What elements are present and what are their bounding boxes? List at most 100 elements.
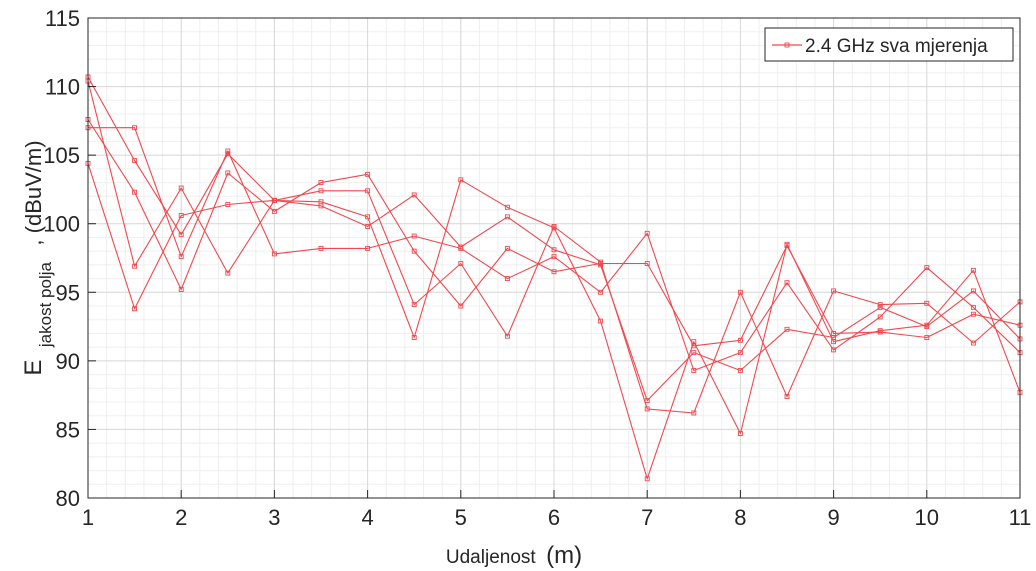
x-tick-label: 7: [641, 505, 653, 530]
data-point: [178, 232, 184, 238]
data-point: [132, 306, 138, 312]
y-axis-unit: , (dBuV/m): [21, 140, 46, 245]
x-tick-label: 3: [268, 505, 280, 530]
x-tick-label: 8: [734, 505, 746, 530]
data-point: [458, 244, 464, 250]
data-point: [644, 476, 650, 482]
data-point: [970, 304, 976, 310]
data-point: [970, 288, 976, 294]
data-point: [504, 214, 510, 220]
x-tick-label: 6: [548, 505, 560, 530]
y-tick-label: 100: [43, 212, 80, 237]
data-point: [924, 265, 930, 271]
data-point: [877, 329, 883, 335]
data-point: [411, 335, 417, 340]
data-point: [924, 324, 930, 330]
data-point: [737, 368, 743, 373]
data-point: [970, 267, 976, 273]
data-point: [178, 185, 184, 191]
data-point: [458, 261, 464, 266]
data-point: [132, 263, 138, 269]
data-point: [551, 224, 557, 229]
x-tick-labels: 1 2 3 4 5 6 7 8 9 10 11: [82, 490, 1031, 530]
data-point: [132, 189, 138, 195]
data-point: [271, 208, 277, 214]
x-tick-label: 2: [175, 505, 187, 530]
data-point: [598, 262, 604, 268]
data-point: [831, 335, 837, 340]
y-tick-label: 110: [45, 75, 80, 100]
data-point: [225, 270, 231, 276]
series-line: [87, 163, 1021, 402]
data-point: [784, 394, 790, 399]
data-point: [318, 180, 324, 186]
data-point: [784, 243, 790, 249]
data-point: [877, 302, 883, 308]
data-point: [271, 197, 277, 203]
series-2: [85, 78, 1023, 416]
x-tick-label: 5: [455, 505, 467, 530]
data-point: [365, 171, 371, 177]
data-point: [411, 192, 417, 198]
x-tick-label: 10: [915, 505, 939, 530]
data-point: [132, 125, 138, 131]
data-point: [365, 214, 371, 220]
data-point: [970, 311, 976, 317]
y-tick-label: 90: [56, 349, 80, 374]
data-point: [924, 335, 930, 340]
y-tick-label: 85: [56, 417, 80, 442]
y-tick-label: 105: [43, 143, 80, 168]
data-point: [737, 350, 743, 356]
data-point: [784, 280, 790, 286]
series-line: [87, 80, 1021, 414]
y-tick-label: 80: [56, 486, 80, 511]
data-point: [831, 288, 837, 294]
data-point: [365, 245, 371, 251]
data-point: [504, 245, 510, 251]
data-point: [318, 245, 324, 251]
data-point: [458, 303, 464, 309]
data-point: [877, 314, 883, 320]
data-point: [551, 269, 557, 275]
data-point: [178, 213, 184, 218]
data-point: [458, 177, 464, 183]
x-tick-label: 1: [82, 505, 94, 530]
data-point: [691, 368, 697, 373]
x-axis-title: Udaljenost (m): [446, 542, 582, 569]
legend: 2.4 GHz sva mjerenja: [764, 27, 1014, 62]
x-axis-unit: (m): [546, 542, 582, 569]
legend-box: [764, 27, 1014, 62]
data-point: [644, 230, 650, 236]
y-tick-labels: 80 85 90 95 100 105 110 115: [43, 6, 96, 511]
series-line: [88, 127, 1021, 372]
data-point: [737, 431, 743, 436]
y-axis-title: E jakost polja , (dBuV/m): [20, 140, 55, 375]
data-point: [225, 202, 231, 207]
data-point: [271, 251, 277, 257]
data-point: [691, 410, 697, 416]
data-point: [318, 203, 324, 209]
y-tick-label: 115: [45, 6, 80, 31]
data-point: [225, 170, 231, 176]
data-point: [784, 326, 790, 332]
data-point: [411, 248, 417, 254]
data-point: [691, 343, 697, 349]
data-point: [225, 148, 231, 154]
data-point: [411, 302, 417, 308]
y-axis-subscript: jakost polja: [36, 261, 55, 348]
data-point: [970, 340, 976, 346]
legend-entry-label: 2.4 GHz sva mjerenja: [805, 36, 988, 57]
data-point: [504, 204, 510, 210]
data-point: [644, 406, 650, 412]
data-point: [598, 318, 604, 324]
data-point: [877, 304, 883, 310]
data-point: [737, 337, 743, 343]
data-point: [365, 188, 371, 194]
data-point: [644, 261, 650, 266]
data-point: [504, 276, 510, 282]
data-point: [132, 158, 138, 164]
x-tick-label: 4: [361, 505, 373, 530]
data-point: [411, 233, 417, 239]
data-point: [318, 188, 324, 194]
